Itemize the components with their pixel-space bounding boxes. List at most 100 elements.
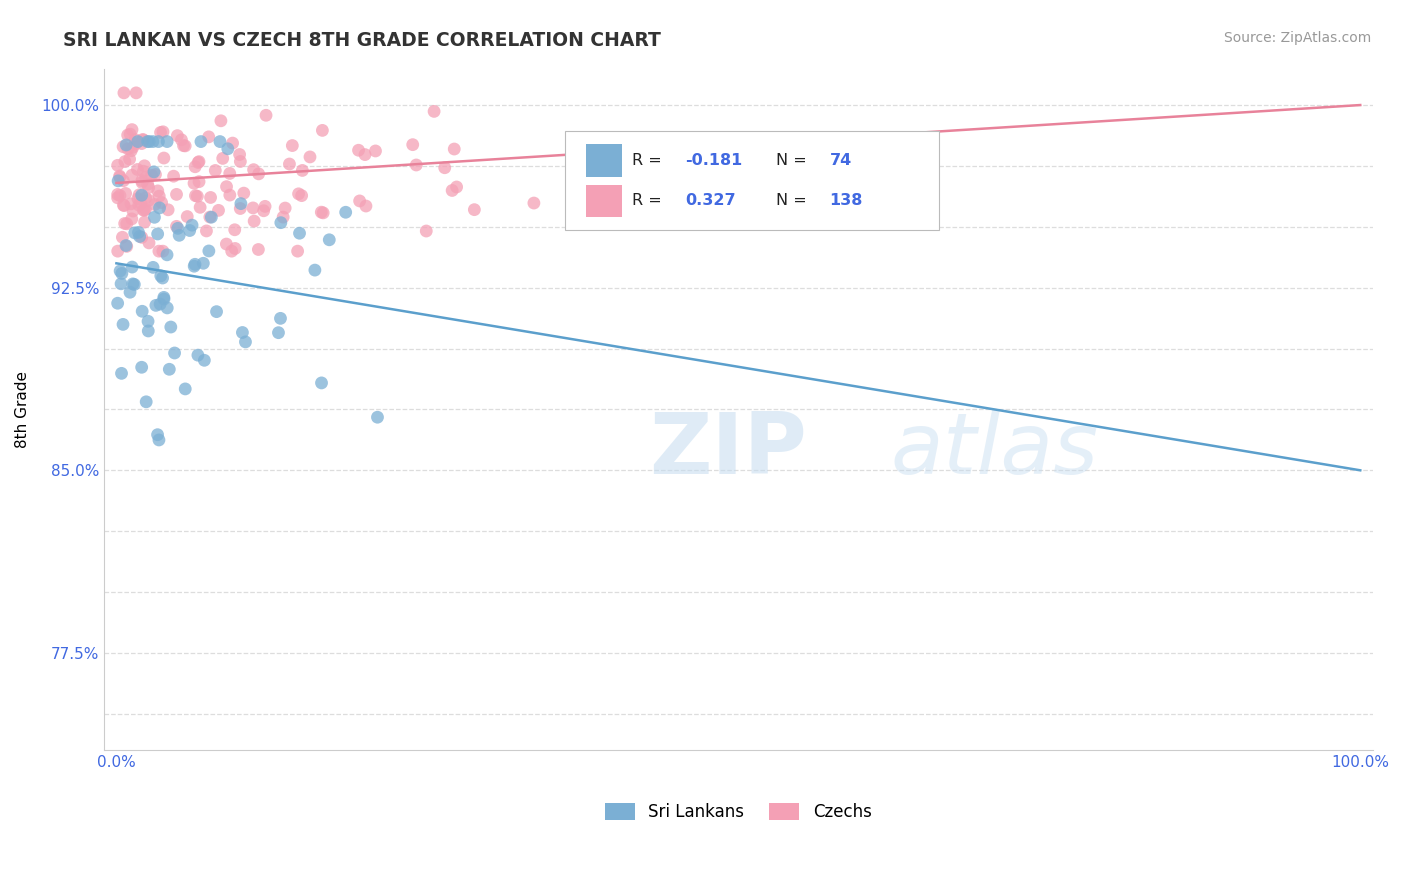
Point — [108, 188, 131, 202]
Point — [402, 137, 425, 152]
Point — [209, 113, 232, 128]
Point — [131, 360, 153, 375]
Point — [405, 158, 427, 172]
Point — [184, 257, 207, 271]
Point — [135, 394, 157, 409]
Point — [312, 206, 335, 220]
Point — [311, 376, 333, 390]
Point — [124, 226, 146, 240]
Point — [127, 135, 149, 149]
Point — [198, 210, 221, 224]
Point — [184, 188, 207, 202]
Point — [107, 191, 129, 205]
Point — [188, 175, 211, 189]
Point — [242, 162, 264, 177]
Point — [232, 186, 254, 201]
Point — [107, 244, 129, 259]
Point — [148, 189, 170, 203]
Point — [132, 203, 155, 218]
Point — [224, 242, 246, 256]
Point — [270, 216, 292, 230]
Point — [287, 244, 309, 259]
Point — [115, 239, 138, 253]
Point — [187, 155, 209, 169]
Point — [318, 233, 340, 247]
Point — [247, 243, 270, 257]
Point — [231, 326, 253, 340]
Point — [152, 244, 174, 259]
Point — [135, 170, 157, 185]
Point — [176, 210, 198, 224]
Text: 74: 74 — [830, 153, 852, 168]
Point — [108, 169, 131, 183]
Point — [135, 191, 157, 205]
Point — [159, 320, 181, 334]
Point — [149, 125, 172, 139]
Text: ZIP: ZIP — [650, 409, 807, 491]
Point — [354, 147, 377, 161]
Point — [132, 133, 155, 147]
Point — [136, 314, 159, 328]
Point — [269, 311, 291, 326]
Point — [136, 135, 159, 149]
Point — [156, 301, 179, 315]
Point — [193, 256, 215, 270]
Point — [188, 200, 211, 214]
Point — [166, 219, 188, 234]
Point — [142, 260, 165, 275]
Point — [108, 170, 131, 185]
Point — [134, 215, 156, 229]
Point — [120, 197, 142, 211]
Point — [153, 290, 176, 304]
Point — [183, 259, 205, 273]
Point — [125, 86, 148, 100]
Point — [143, 197, 166, 211]
Point — [181, 218, 204, 232]
Point — [110, 367, 132, 381]
Point — [120, 144, 142, 158]
Text: N =: N = — [776, 194, 813, 209]
Point — [121, 211, 143, 226]
Point — [215, 179, 238, 194]
Point — [221, 244, 243, 259]
Point — [124, 132, 146, 146]
Point — [152, 271, 174, 285]
Point — [311, 205, 333, 219]
Point — [150, 195, 173, 210]
Point — [347, 143, 370, 157]
Point — [148, 244, 170, 259]
Point — [107, 174, 129, 188]
Point — [114, 217, 136, 231]
Point — [217, 142, 239, 156]
Point — [134, 202, 156, 217]
Point — [229, 154, 252, 169]
Point — [253, 203, 276, 218]
Legend: Sri Lankans, Czechs: Sri Lankans, Czechs — [599, 797, 879, 828]
Point — [218, 188, 240, 202]
Point — [146, 184, 169, 198]
Point — [112, 139, 135, 153]
Point — [153, 151, 176, 165]
Point — [166, 221, 188, 235]
Point — [278, 157, 301, 171]
Text: Source: ZipAtlas.com: Source: ZipAtlas.com — [1223, 31, 1371, 45]
Point — [157, 362, 180, 376]
Point — [141, 168, 163, 182]
Point — [167, 228, 190, 243]
Point — [174, 382, 197, 396]
Point — [121, 277, 143, 291]
Point — [254, 108, 277, 122]
Text: N =: N = — [776, 153, 813, 168]
Point — [131, 176, 153, 190]
Text: R =: R = — [631, 194, 666, 209]
Point — [288, 226, 311, 240]
Point — [166, 128, 188, 143]
Point — [131, 188, 153, 202]
Point — [298, 150, 321, 164]
Point — [112, 174, 135, 188]
Text: SRI LANKAN VS CZECH 8TH GRADE CORRELATION CHART: SRI LANKAN VS CZECH 8TH GRADE CORRELATIO… — [63, 31, 661, 50]
Point — [221, 136, 243, 150]
Point — [121, 140, 143, 154]
Point — [127, 192, 149, 206]
Point — [166, 187, 188, 202]
